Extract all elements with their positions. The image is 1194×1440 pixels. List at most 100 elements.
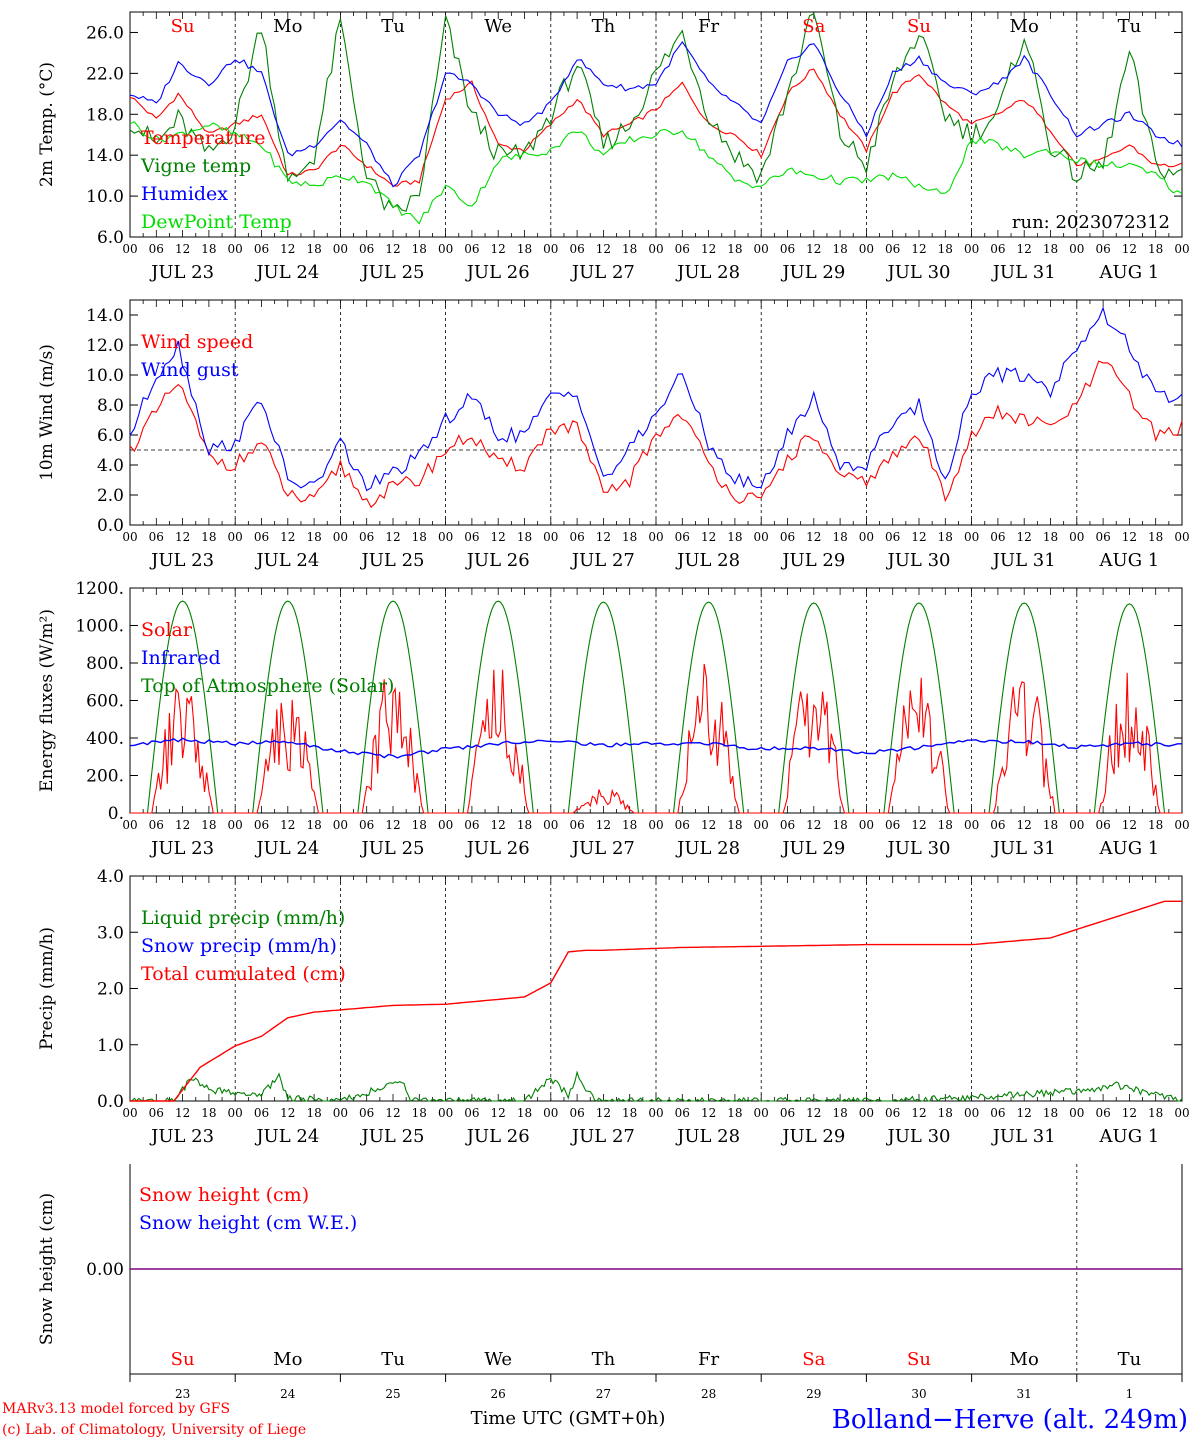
date-label: JUL 23 xyxy=(149,262,214,283)
hour-tick-label: 06 xyxy=(464,1106,479,1120)
series-liquid-precip xyxy=(129,1070,1183,1103)
y-tick-label: 6.0 xyxy=(97,228,124,248)
hour-tick-label: 12 xyxy=(596,818,611,832)
hour-tick-label: 12 xyxy=(280,1106,295,1120)
y-tick-label: 26.0 xyxy=(86,23,124,43)
weekday-label: Fr xyxy=(698,1349,719,1370)
footer: MARv3.13 model forced by GFS (c) Lab. of… xyxy=(2,1401,1188,1438)
hour-tick-label: 06 xyxy=(885,1106,900,1120)
hour-tick-label: 18 xyxy=(832,530,847,544)
hour-tick-label: 18 xyxy=(938,242,953,256)
weekday-label: Mo xyxy=(273,16,302,37)
hour-tick-label: 00 xyxy=(964,530,979,544)
hour-tick-label: 12 xyxy=(491,530,506,544)
date-label: JUL 24 xyxy=(254,262,319,283)
hour-tick-label: 06 xyxy=(885,242,900,256)
panel-1: 00 06 12 18 00 06 12 18 00 06 12 18 00 06 12 18 00 06 12 18… xyxy=(37,11,1190,283)
date-label: JUL 30 xyxy=(886,550,951,571)
hour-tick-label: 18 xyxy=(412,242,427,256)
hour-tick-label: 18 xyxy=(938,1106,953,1120)
hour-tick-label: 18 xyxy=(622,242,637,256)
hour-tick-label: 06 xyxy=(780,818,795,832)
hour-tick-label: 00 xyxy=(1069,1106,1084,1120)
y-tick-label: 1.0 xyxy=(97,1036,124,1056)
legend-temperature: Temperature xyxy=(141,127,265,149)
hour-tick-label: 18 xyxy=(622,530,637,544)
y-axis-title: 2m Temp. (°C) xyxy=(37,62,57,187)
hour-tick-label: 00 xyxy=(964,818,979,832)
hour-tick-label: 06 xyxy=(1095,530,1110,544)
hour-tick-label: 00 xyxy=(543,242,558,256)
date-label: JUL 27 xyxy=(570,550,635,571)
date-label: JUL 31 xyxy=(991,550,1056,571)
date-label: JUL 31 xyxy=(991,262,1056,283)
hour-tick-label: 18 xyxy=(201,242,216,256)
hour-tick-label: 18 xyxy=(832,818,847,832)
y-tick-label: 22.0 xyxy=(86,64,124,84)
hour-tick-label: 06 xyxy=(569,530,584,544)
hour-tick-label: 00 xyxy=(438,242,453,256)
y-tick-label: 1000. xyxy=(75,617,124,637)
hour-tick-label: 12 xyxy=(1017,1106,1032,1120)
hour-tick-label: 18 xyxy=(201,1106,216,1120)
hour-tick-label: 18 xyxy=(517,242,532,256)
hour-tick-label: 06 xyxy=(675,818,690,832)
hour-tick-label: 12 xyxy=(701,530,716,544)
hour-tick-label: 18 xyxy=(201,530,216,544)
date-label: JUL 30 xyxy=(886,838,951,859)
hour-tick-label: 06 xyxy=(569,818,584,832)
hour-tick-label: 12 xyxy=(280,818,295,832)
hour-tick-label: 06 xyxy=(990,242,1005,256)
time-axis-label: Time UTC (GMT+0h) xyxy=(471,1408,666,1429)
hour-tick-label: 12 xyxy=(1017,530,1032,544)
hour-tick-label: 12 xyxy=(911,818,926,832)
date-label: JUL 27 xyxy=(570,838,635,859)
date-label: JUL 26 xyxy=(465,838,530,859)
day-number-label: 1 xyxy=(1126,1387,1134,1401)
hour-tick-label: 18 xyxy=(727,818,742,832)
hour-tick-label: 06 xyxy=(569,242,584,256)
y-tick-label: 2.0 xyxy=(97,980,124,1000)
hour-tick-label: 00 xyxy=(754,1106,769,1120)
hour-tick-label: 18 xyxy=(622,1106,637,1120)
y-axis-title: Precip (mm/h) xyxy=(37,927,57,1050)
date-label: JUL 25 xyxy=(360,838,425,859)
hour-tick-label: 00 xyxy=(859,242,874,256)
hour-tick-label: 12 xyxy=(280,530,295,544)
hour-tick-label: 06 xyxy=(149,242,164,256)
day-number-label: 25 xyxy=(385,1387,400,1401)
hour-tick-label: 12 xyxy=(385,1106,400,1120)
hour-tick-label: 06 xyxy=(464,818,479,832)
y-tick-label: 0.0 xyxy=(97,1092,124,1112)
hour-tick-label: 12 xyxy=(701,818,716,832)
hour-tick-label: 18 xyxy=(517,530,532,544)
series-wind-gust xyxy=(129,306,1183,492)
weekday-label: We xyxy=(484,1349,512,1370)
hour-tick-label: 00 xyxy=(543,818,558,832)
day-number-label: 24 xyxy=(280,1387,296,1401)
hour-tick-label: 06 xyxy=(149,1106,164,1120)
hour-tick-label: 18 xyxy=(412,818,427,832)
legend-snow-height-cm-w-e-: Snow height (cm W.E.) xyxy=(139,1212,357,1234)
hour-tick-label: 00 xyxy=(859,818,874,832)
date-label: JUL 23 xyxy=(149,838,214,859)
hour-tick-label: 18 xyxy=(832,1106,847,1120)
hour-tick-label: 00 xyxy=(438,530,453,544)
hour-tick-label: 18 xyxy=(201,818,216,832)
hour-tick-label: 06 xyxy=(780,242,795,256)
hour-tick-label: 12 xyxy=(596,242,611,256)
hour-tick-label: 06 xyxy=(359,242,374,256)
hour-tick-label: 00 xyxy=(1069,242,1084,256)
hour-tick-label: 12 xyxy=(701,1106,716,1120)
y-axis-title: Energy fluxes (W/m²) xyxy=(37,609,57,792)
hour-tick-label: 00 xyxy=(333,530,348,544)
day-number-label: 27 xyxy=(596,1387,611,1401)
weekday-label: Th xyxy=(592,1349,616,1370)
y-tick-label: 6.0 xyxy=(97,426,124,446)
hour-tick-label: 12 xyxy=(385,242,400,256)
date-label: JUL 24 xyxy=(254,838,319,859)
day-number-label: 26 xyxy=(491,1387,506,1401)
date-label: JUL 28 xyxy=(675,838,740,859)
hour-tick-label: 06 xyxy=(254,818,269,832)
weekday-label: Mo xyxy=(1010,16,1039,37)
